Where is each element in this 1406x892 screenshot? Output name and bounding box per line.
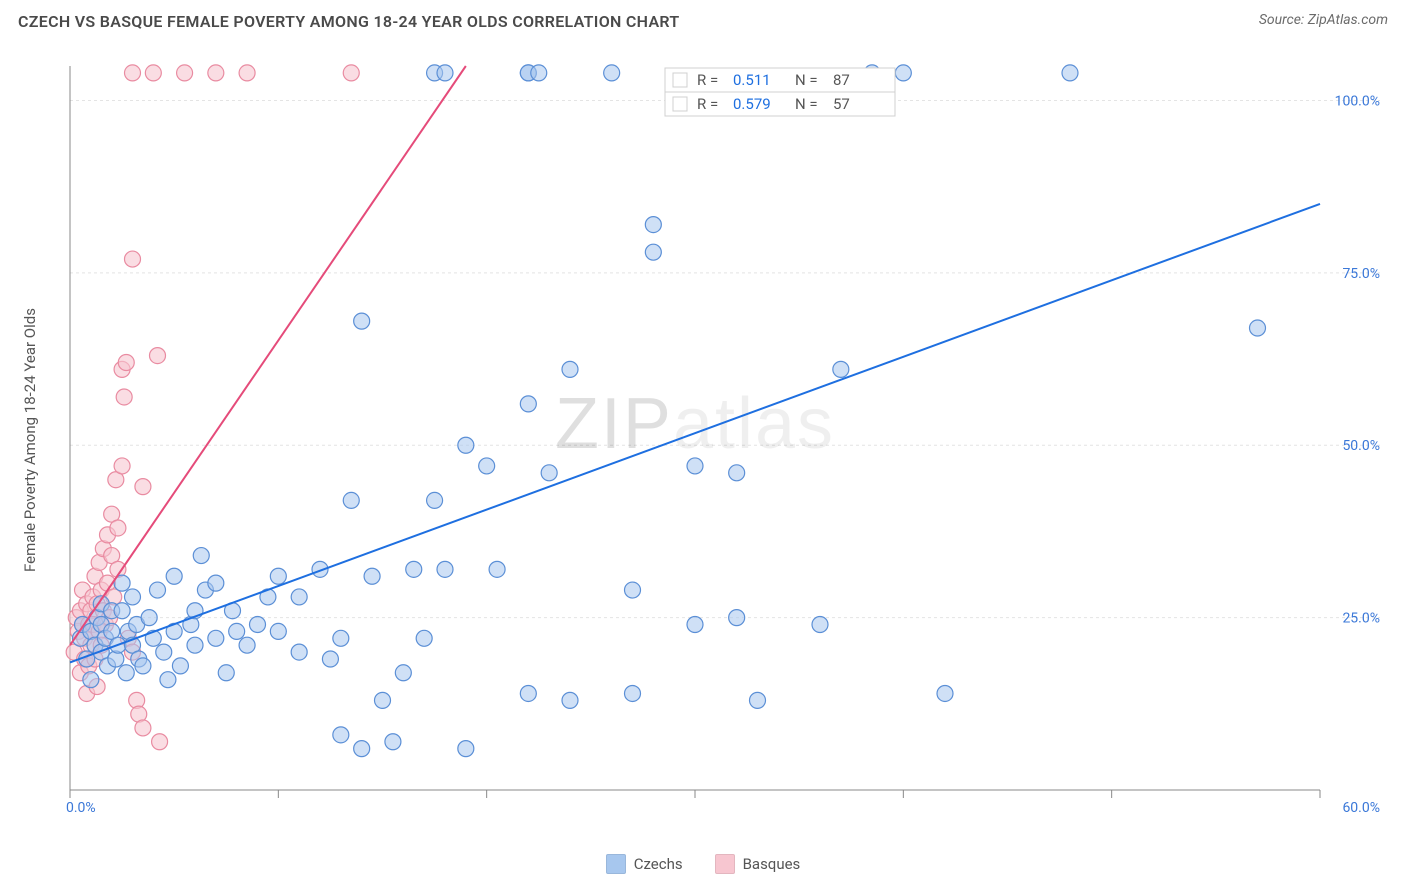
- svg-text:50.0%: 50.0%: [1342, 438, 1380, 454]
- legend-swatch-czechs: [606, 854, 626, 874]
- svg-text:100.0%: 100.0%: [1335, 93, 1380, 109]
- chart-title: CZECH VS BASQUE FEMALE POVERTY AMONG 18-…: [18, 12, 680, 31]
- legend-item-basques: Basques: [715, 854, 801, 874]
- svg-text:N =: N =: [795, 95, 818, 113]
- legend-item-czechs: Czechs: [606, 854, 683, 874]
- svg-text:ZIPatlas: ZIPatlas: [555, 384, 835, 464]
- svg-text:0.579: 0.579: [733, 95, 771, 113]
- legend-label-czechs: Czechs: [634, 855, 683, 873]
- svg-text:R =: R =: [697, 95, 718, 113]
- bottom-legend: Czechs Basques: [0, 854, 1406, 878]
- svg-text:25.0%: 25.0%: [1342, 611, 1380, 627]
- svg-text:N =: N =: [795, 71, 818, 89]
- svg-text:57: 57: [833, 95, 850, 113]
- svg-text:60.0%: 60.0%: [1342, 800, 1380, 816]
- svg-text:87: 87: [833, 71, 850, 89]
- svg-text:0.511: 0.511: [733, 71, 771, 89]
- svg-text:75.0%: 75.0%: [1342, 266, 1380, 282]
- legend-swatch-basques: [715, 854, 735, 874]
- legend-label-basques: Basques: [743, 855, 801, 873]
- scatter-chart: ZIPatlas 25.0% 50.0% 75.0% 100.0% 0.0% 60.0% R …: [60, 60, 1390, 820]
- svg-text:R =: R =: [697, 71, 718, 89]
- svg-text:0.0%: 0.0%: [66, 800, 96, 816]
- y-axis-label: Female Poverty Among 18-24 Year Olds: [21, 308, 39, 572]
- chart-source: Source: ZipAtlas.com: [1259, 12, 1388, 28]
